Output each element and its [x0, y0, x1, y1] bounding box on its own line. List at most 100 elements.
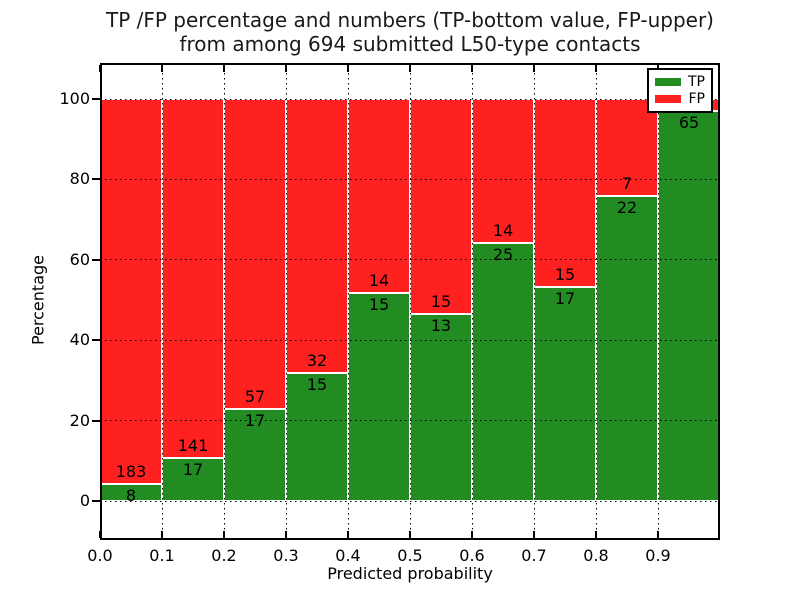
bar-segment-tp	[162, 457, 224, 501]
bar-segment-fp	[224, 99, 286, 409]
x-tick-mark	[161, 531, 163, 538]
axis-spine-top	[100, 63, 720, 65]
x-tick-mark-top	[99, 65, 101, 72]
x-tick-mark	[657, 531, 659, 538]
legend-label-tp: TP	[688, 73, 705, 90]
bar-count-label-fp: 32	[306, 350, 328, 370]
x-tick-label: 0.4	[335, 546, 361, 565]
x-tick-label: 0.6	[459, 546, 485, 565]
bar-count-label-tp: 15	[306, 374, 328, 394]
gridline-horizontal	[100, 98, 720, 100]
x-tick-mark-top	[471, 65, 473, 72]
gridline-vertical	[347, 63, 349, 540]
legend-item-fp: FP	[655, 92, 705, 106]
x-tick-label: 0.1	[149, 546, 175, 565]
bar-segment-tp	[348, 293, 410, 501]
bar-count-label-tp: 17	[244, 410, 266, 430]
x-tick-mark	[223, 531, 225, 538]
axis-spine-bottom	[100, 538, 720, 540]
legend-item-tp: TP	[655, 75, 705, 89]
bar-count-label-tp: 25	[492, 245, 514, 265]
y-tick-label: 100	[59, 89, 90, 108]
x-axis-label: Predicted probability	[327, 564, 493, 583]
gridline-vertical	[285, 63, 287, 540]
axis-spine-right	[718, 63, 720, 540]
bar-segment-tp	[410, 314, 472, 501]
x-tick-mark-top	[161, 65, 163, 72]
bar-count-label-fp: 14	[492, 221, 514, 241]
x-tick-mark	[595, 531, 597, 538]
gridline-vertical	[409, 63, 411, 540]
y-tick-label: 80	[69, 169, 90, 189]
x-tick-label: 0.7	[521, 546, 547, 565]
y-tick-label: 40	[69, 330, 90, 350]
bar-segment-fp	[410, 99, 472, 315]
bar-segment-fp	[472, 99, 534, 244]
legend-swatch-tp-icon	[655, 77, 681, 86]
gridline-vertical	[161, 63, 163, 540]
bar-segment-fp	[162, 99, 224, 458]
bar-count-label-fp: 141	[177, 435, 209, 455]
gridline-vertical	[595, 63, 597, 540]
x-tick-mark	[471, 531, 473, 538]
x-tick-mark	[99, 531, 101, 538]
x-tick-label: 0.2	[211, 546, 237, 565]
bar-segment-fp	[348, 99, 410, 294]
gridline-horizontal	[100, 339, 720, 341]
y-tick-label: 60	[69, 249, 90, 269]
legend-swatch-fp-icon	[655, 95, 681, 104]
y-tick-label: 0	[79, 491, 90, 510]
x-tick-label: 0.5	[397, 546, 423, 565]
gridline-vertical	[657, 63, 659, 540]
bar-segment-tp	[596, 196, 658, 501]
y-tick-mark	[92, 419, 100, 422]
plot-area: Percentage TP FP 183 8 141 17 57 17 32 15 14 15 15…	[29, 63, 720, 565]
gridline-horizontal	[100, 259, 720, 261]
gridline-vertical	[471, 63, 473, 540]
bar-count-label-tp: 17	[554, 289, 576, 309]
x-tick-mark-top	[223, 65, 225, 72]
bar-count-label-tp: 22	[616, 198, 638, 218]
bar-count-label-fp: 15	[554, 265, 576, 285]
y-tick-mark	[92, 258, 100, 261]
chart-title-line2: from among 694 submitted L50-type contac…	[179, 32, 641, 56]
bar-count-label-fp: 183	[115, 462, 147, 482]
x-tick-mark	[533, 531, 535, 538]
chart-title-line1: TP /FP percentage and numbers (TP-bottom…	[106, 8, 714, 32]
x-tick-mark	[347, 531, 349, 538]
bar-segment-tp	[224, 408, 286, 501]
x-tick-mark	[285, 531, 287, 538]
axis-spine-left	[100, 63, 102, 540]
y-tick-mark	[92, 98, 100, 100]
x-tick-label: 0.8	[583, 546, 609, 565]
bar-count-label-tp: 8	[125, 486, 137, 506]
bar-count-label-fp: 15	[430, 292, 452, 312]
x-tick-mark-top	[347, 65, 349, 72]
x-tick-label: 0.3	[273, 546, 299, 565]
bar-count-label-tp: 17	[182, 459, 204, 479]
gridline-vertical	[223, 63, 225, 540]
gridline-vertical	[533, 63, 535, 540]
legend: TP FP	[647, 68, 713, 113]
bar-count-label-tp: 15	[368, 295, 390, 315]
gridline-horizontal	[100, 178, 720, 180]
gridline-horizontal	[100, 420, 720, 422]
bar-segment-fp	[286, 99, 348, 373]
x-tick-mark-top	[595, 65, 597, 72]
bar-count-label-tp: 13	[430, 316, 452, 336]
bar-segment-tp	[534, 287, 596, 501]
bar-count-label-fp: 7	[621, 174, 633, 194]
bar-count-label-fp: 57	[244, 386, 266, 406]
y-tick-mark	[92, 178, 100, 181]
x-tick-label: 0.9	[645, 546, 671, 565]
x-tick-mark-top	[285, 65, 287, 72]
bar-segment-fp	[534, 99, 596, 288]
chart-title: TP /FP percentage and numbers (TP-bottom…	[100, 8, 720, 56]
x-tick-mark-top	[409, 65, 411, 72]
y-tick-label: 20	[69, 410, 90, 430]
bar-count-label-tp: 65	[678, 113, 700, 132]
x-tick-label: 0.0	[87, 546, 113, 565]
legend-label-fp: FP	[688, 91, 706, 108]
y-tick-mark	[92, 339, 100, 342]
